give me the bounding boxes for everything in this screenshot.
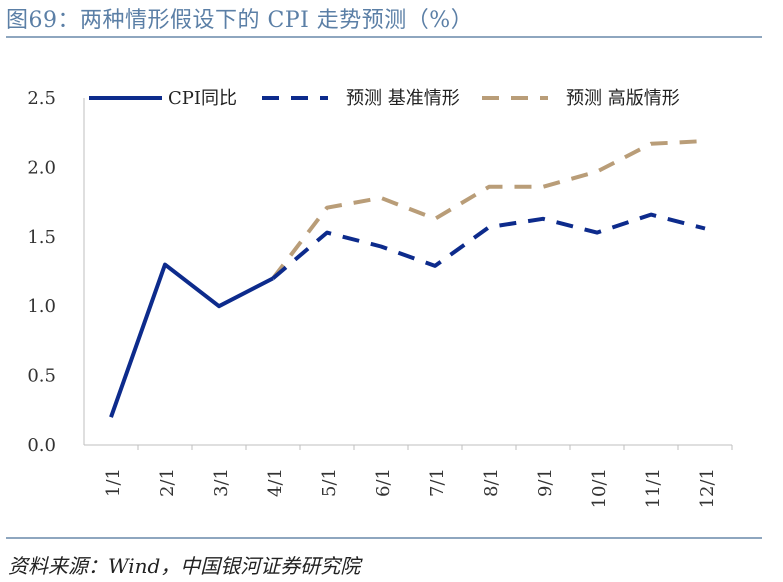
- y-tick-label: 0.5: [27, 366, 56, 387]
- x-tick-label: 5/1: [319, 468, 340, 497]
- legend-label-forecast-base: 预测 基准情形: [346, 88, 460, 109]
- legend: CPI同比 预测 基准情形 预测 高版情形: [89, 88, 680, 109]
- series-line-cpi-actual: [109, 262, 274, 418]
- x-tick-label: 11/1: [643, 468, 664, 508]
- x-tick-label: 10/1: [589, 468, 610, 508]
- series-line-forecast-base: [271, 212, 706, 280]
- title-rule: [6, 36, 762, 38]
- x-tick-label: 6/1: [373, 468, 394, 497]
- source-rule: [6, 537, 762, 539]
- series-layer: [109, 139, 706, 418]
- legend-label-forecast-high: 预测 高版情形: [566, 88, 680, 109]
- x-tick-label: 9/1: [535, 468, 556, 497]
- x-tick-label: 3/1: [211, 468, 232, 497]
- legend-label-cpi-actual: CPI同比: [168, 88, 237, 109]
- x-tick-label: 12/1: [697, 468, 718, 508]
- cpi-line-chart: 0.0 0.5 1.0 1.5 2.0 2.5 1/1 2/1 3/1 4/1 5/1 6/1 7/1 8…: [27, 88, 733, 508]
- x-tick-label: 7/1: [427, 468, 448, 497]
- x-tick-label: 1/1: [103, 468, 124, 497]
- x-tick-label: 2/1: [157, 468, 178, 497]
- x-tick-label: 4/1: [265, 468, 286, 497]
- source-note: 资料来源：Wind，中国银河证券研究院: [8, 554, 361, 578]
- y-tick-label: 1.5: [27, 227, 56, 248]
- y-tick-label: 1.0: [27, 296, 56, 317]
- x-tick-label: 8/1: [481, 468, 502, 497]
- series-line-forecast-high: [271, 139, 706, 280]
- page-title: 图69：两种情形假设下的 CPI 走势预测（%）: [6, 8, 474, 33]
- y-tick-label: 2.5: [27, 88, 56, 109]
- axes: 0.0 0.5 1.0 1.5 2.0 2.5 1/1 2/1 3/1 4/1 5/1 6/1 7/1 8…: [27, 88, 733, 508]
- y-tick-label: 0.0: [27, 435, 56, 456]
- y-tick-label: 2.0: [27, 157, 56, 178]
